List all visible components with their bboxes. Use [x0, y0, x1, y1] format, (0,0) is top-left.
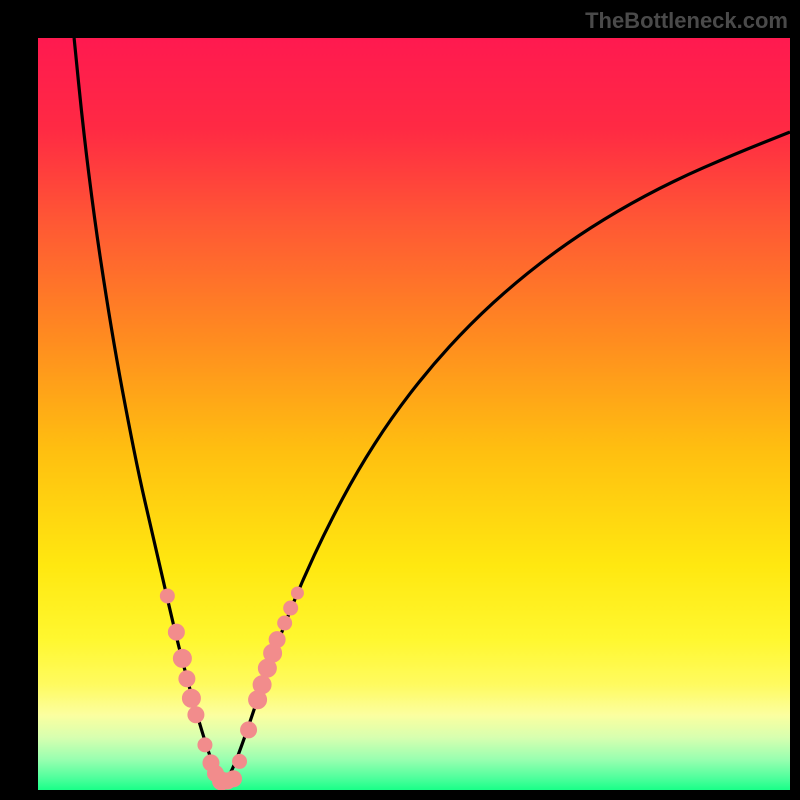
plot-area — [38, 38, 790, 790]
gradient-background — [38, 38, 790, 790]
watermark-text: TheBottleneck.com — [585, 8, 788, 34]
chart-container: TheBottleneck.com — [0, 0, 800, 800]
